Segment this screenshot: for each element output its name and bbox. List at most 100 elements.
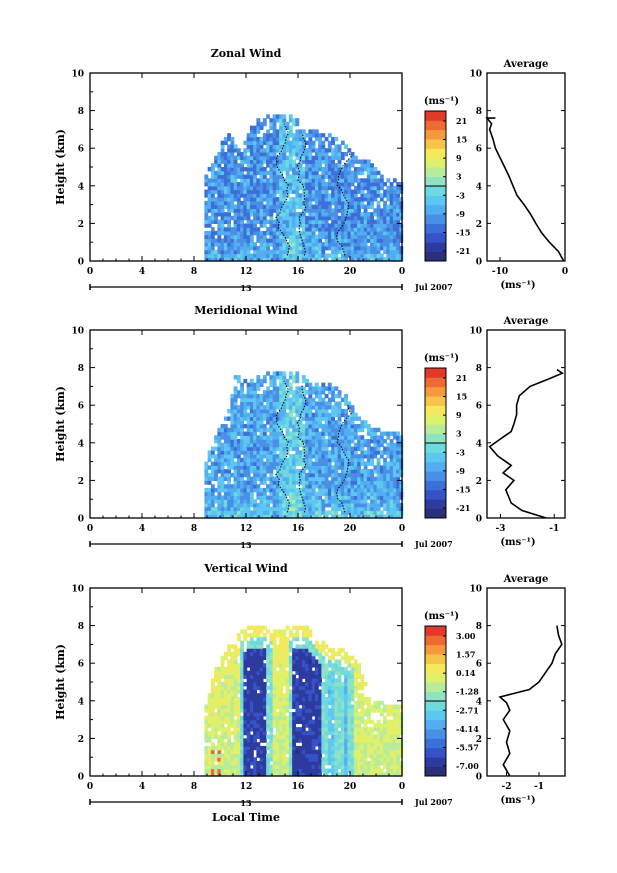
- profile-zonal: Average 0 2 4 6 8 10 -10 0 (ms⁻¹): [469, 59, 568, 291]
- colorbar-tick-label: -4.14: [456, 724, 479, 734]
- colorbar-swatch: [425, 204, 446, 215]
- contour-lines: [275, 123, 352, 256]
- colorbar-tick-label: 3: [456, 429, 462, 439]
- colorbar-swatch: [425, 757, 446, 768]
- y-tick-label: 2: [78, 477, 84, 487]
- colorbar-swatch: [425, 148, 446, 159]
- colorbar-swatch: [425, 176, 446, 187]
- colorbar-swatch: [425, 186, 446, 196]
- colorbar-tick-label: 9: [456, 410, 462, 420]
- colorbar-tick-label: -2.71: [456, 705, 479, 715]
- profile-y-tick-label: 8: [476, 364, 482, 374]
- profile-title: Average: [503, 316, 549, 327]
- y-tick-label: 0: [78, 258, 84, 268]
- colorbar-swatch: [425, 691, 446, 702]
- profile-y-tick-label: 8: [476, 107, 482, 117]
- colorbar-swatch: [425, 424, 446, 435]
- colorbar-swatch: [425, 139, 446, 149]
- colorbar-swatch: [425, 377, 446, 388]
- colorbar-tick-label: 15: [456, 135, 467, 145]
- profile-frame: [486, 329, 566, 519]
- colorbar-tick-label: -9: [456, 209, 465, 219]
- profile-y-tick-label: 10: [469, 70, 482, 80]
- contour-line: [296, 385, 307, 513]
- panel-title: Zonal Wind: [211, 47, 282, 60]
- colorbar-tick-label: -9: [456, 466, 465, 476]
- colorbar-tick-label: -15: [456, 227, 470, 237]
- colorbar-swatch: [425, 747, 446, 758]
- colorbar-swatch: [425, 654, 446, 664]
- colorbar-swatch: [425, 672, 446, 683]
- y-tick-label: 10: [71, 70, 84, 80]
- x-tick-label: 4: [139, 267, 145, 277]
- profile-line: [488, 368, 564, 519]
- date-tick-label: 13: [240, 283, 252, 293]
- profile-y-tick-label: 2: [476, 477, 482, 487]
- profile-x-tick-label: -1: [534, 782, 544, 792]
- profile-x-tick-label: -10: [492, 267, 508, 277]
- colorbar-swatch: [425, 471, 446, 481]
- colorbar-swatch: [425, 167, 446, 178]
- colorbar-unit: (ms⁻¹): [424, 353, 459, 364]
- colorbar-tick-label: 15: [456, 392, 467, 402]
- colorbar-swatch: [425, 195, 446, 206]
- panel-title: Meridional Wind: [194, 304, 298, 317]
- y-tick-label: 0: [78, 773, 84, 783]
- colorbar-tick-label: -21: [456, 246, 470, 256]
- profile-x-tick-label: -1: [549, 524, 559, 534]
- profile-y-tick-label: 2: [476, 220, 482, 230]
- profile-y-tick-label: 6: [476, 145, 482, 155]
- date-label: Jul 2007: [414, 797, 453, 807]
- profile-y-tick-label: 6: [476, 660, 482, 670]
- colorbar-swatch: [425, 738, 446, 749]
- x-tick-label: 20: [344, 267, 357, 277]
- colorbar-tick-label: -1.28: [456, 687, 479, 697]
- contour-line: [275, 380, 290, 513]
- x-tick-label: 16: [292, 267, 305, 277]
- colorbar-unit: (ms⁻¹): [424, 96, 459, 107]
- profile-title: Average: [503, 59, 549, 70]
- x-tick-label: 0: [399, 267, 405, 277]
- y-tick-label: 10: [71, 327, 84, 337]
- heatmap: [204, 114, 404, 262]
- heatmap: [204, 625, 404, 777]
- colorbar-swatch: [425, 766, 446, 777]
- colorbar-swatch: [425, 710, 446, 721]
- colorbar-tick-label: -7.00: [456, 761, 479, 771]
- y-tick-label: 2: [78, 220, 84, 230]
- profile-line: [498, 625, 563, 777]
- contour-line: [336, 151, 352, 256]
- y-tick-label: 4: [78, 182, 84, 192]
- contour-lines: [275, 380, 352, 513]
- x-tick-label: 0: [87, 524, 93, 534]
- contour-line: [275, 123, 290, 256]
- y-tick-label: 4: [78, 697, 84, 707]
- profile-y-tick-label: 8: [476, 622, 482, 632]
- colorbar-swatch: [425, 111, 446, 121]
- colorbar-swatch: [425, 129, 446, 140]
- colorbar-swatch: [425, 396, 446, 406]
- x-tick-label: 20: [344, 782, 357, 792]
- colorbar-tick-label: 21: [456, 116, 467, 126]
- colorbar-tick-label: -15: [456, 484, 470, 494]
- colorbar-swatch: [425, 251, 446, 262]
- profile-line: [485, 117, 565, 262]
- colorbar-swatch: [425, 414, 446, 425]
- colorbar-swatch: [425, 489, 446, 500]
- colorbar-swatch: [425, 386, 446, 397]
- profile-x-tick-label: -2: [502, 782, 512, 792]
- x-tick-label: 12: [240, 524, 253, 534]
- profile-meridional: Average 0 2 4 6 8 10 -3 -1 (ms⁻¹): [469, 316, 566, 548]
- colorbar-tick-label: 21: [456, 373, 467, 383]
- date-tick-label: 13: [240, 798, 252, 808]
- y-axis-label: Height (km): [54, 644, 67, 720]
- colorbar-swatch: [425, 433, 446, 444]
- colorbar: (ms⁻¹) 21 15 9 3 -3 -9 -15 -21: [424, 96, 470, 262]
- y-axis-label: Height (km): [54, 129, 67, 205]
- colorbar-tick-label: 1.57: [456, 650, 475, 660]
- date-label: Jul 2007: [414, 539, 453, 549]
- colorbar: (ms⁻¹) 3.00 1.57 0.14 -1.28 -2.71 -4.14 -5.57 -7…: [424, 611, 479, 777]
- colorbar-swatch: [425, 701, 446, 711]
